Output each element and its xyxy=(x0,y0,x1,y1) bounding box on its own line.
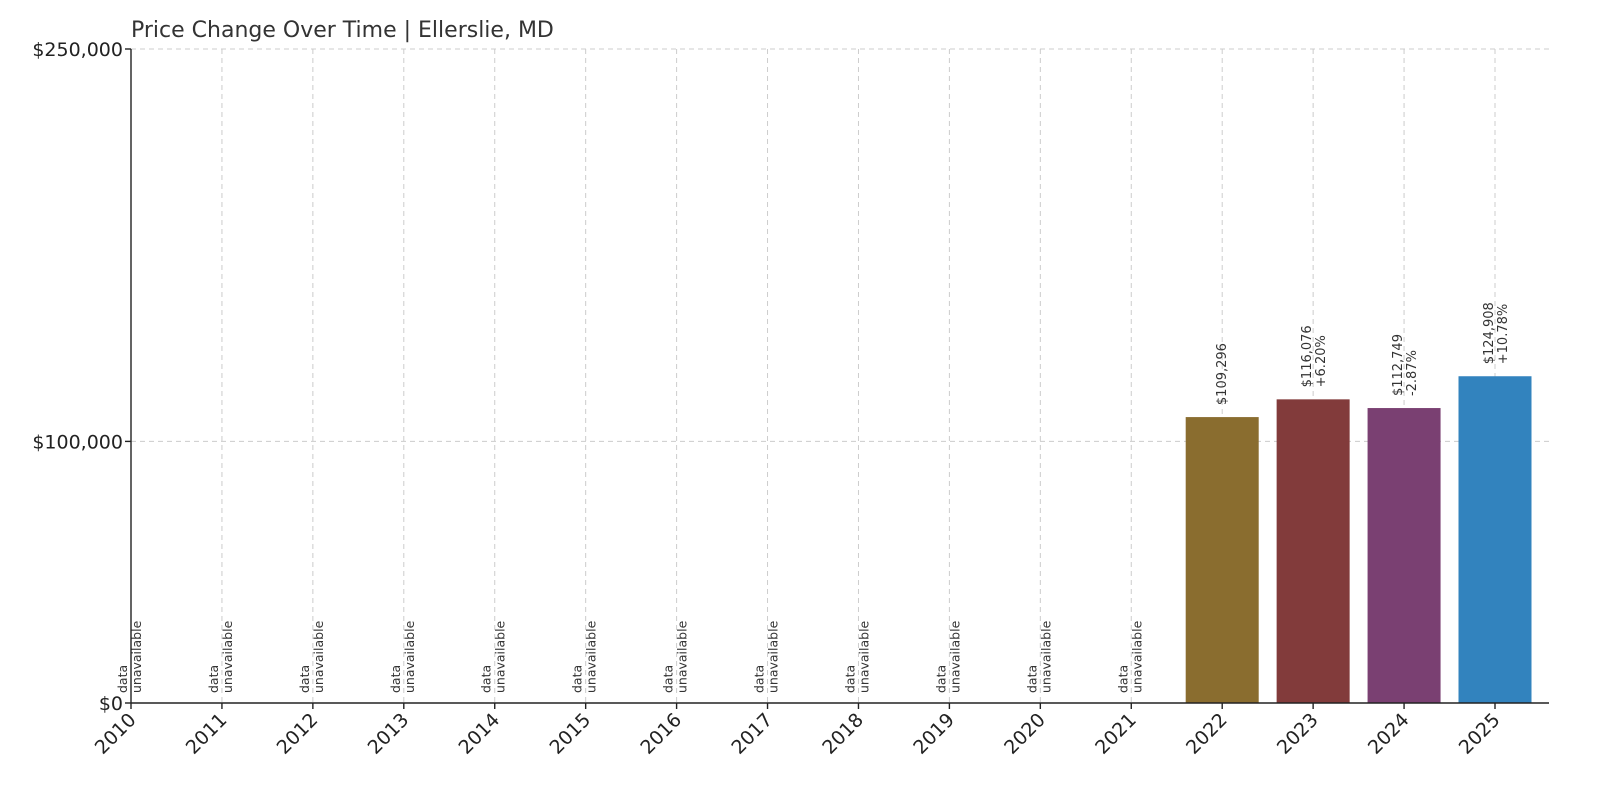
data-unavailable-label: unavailable xyxy=(766,620,781,693)
x-tick-label: 2019 xyxy=(909,709,959,759)
bar-2022 xyxy=(1185,417,1259,703)
bar-2025 xyxy=(1458,376,1532,703)
data-unavailable-label: data xyxy=(933,665,948,693)
axes xyxy=(125,48,1549,709)
data-unavailable-label: data xyxy=(661,665,676,693)
x-tick-label: 2015 xyxy=(545,709,595,759)
y-tick-label: $0 xyxy=(99,693,123,715)
y-tick-label: $100,000 xyxy=(32,431,123,453)
x-tick-label: 2025 xyxy=(1455,709,1505,759)
data-unavailable-label: data xyxy=(1115,665,1130,693)
data-unavailable-label: data xyxy=(842,665,857,693)
data-unavailable-label: data xyxy=(115,665,130,693)
bar-value-label: $116,076 xyxy=(1300,325,1315,387)
data-unavailable-label: unavailable xyxy=(220,620,235,693)
data-unavailable-label: unavailable xyxy=(1129,620,1144,693)
bar-2023 xyxy=(1276,399,1350,703)
x-tick-label: 2020 xyxy=(1000,709,1050,759)
data-unavailable-label: data xyxy=(206,665,221,693)
bar-change-label: +6.20% xyxy=(1314,335,1329,387)
data-unavailable-label: data xyxy=(479,665,494,693)
data-unavailable-label: data xyxy=(388,665,403,693)
data-unavailable-label: data xyxy=(570,665,585,693)
data-unavailable-label: data xyxy=(297,665,312,693)
x-tick-label: 2024 xyxy=(1364,709,1414,759)
bar-change-label: +10.78% xyxy=(1496,304,1511,364)
x-tick-label: 2021 xyxy=(1091,709,1141,759)
x-tick-label: 2011 xyxy=(182,709,232,759)
x-tick-label: 2023 xyxy=(1273,709,1323,759)
x-tick-label: 2012 xyxy=(273,709,323,759)
data-unavailable-label: unavailable xyxy=(584,620,599,693)
data-unavailable-label: unavailable xyxy=(1038,620,1053,693)
x-tick-label: 2013 xyxy=(364,709,414,759)
gridlines xyxy=(130,48,1549,703)
data-unavailable-label: unavailable xyxy=(856,620,871,693)
data-unavailable-label: unavailable xyxy=(402,620,417,693)
data-unavailable-label: unavailable xyxy=(947,620,962,693)
x-tick-label: 2014 xyxy=(455,709,505,759)
data-unavailable-label: data xyxy=(1024,665,1039,693)
data-unavailable-label: data xyxy=(752,665,767,693)
bars xyxy=(1185,376,1532,703)
x-tick-label: 2022 xyxy=(1182,709,1232,759)
data-unavailable-label: unavailable xyxy=(311,620,326,693)
x-tick-label: 2016 xyxy=(636,709,686,759)
x-tick-label: 2018 xyxy=(818,709,868,759)
data-unavailable-label: unavailable xyxy=(129,620,144,693)
bar-value-label: $124,908 xyxy=(1482,302,1497,364)
bar-value-label: $112,749 xyxy=(1391,334,1406,396)
data-unavailable-label: unavailable xyxy=(493,620,508,693)
data-unavailable-label: unavailable xyxy=(675,620,690,693)
bar-value-label: $109,296 xyxy=(1215,343,1230,405)
bar-change-label: -2.87% xyxy=(1405,350,1420,396)
y-tick-label: $250,000 xyxy=(32,39,123,61)
bar-labels: data unavailable data unavailable data unavai… xyxy=(115,302,1511,693)
x-tick-label: 2010 xyxy=(91,709,141,759)
chart-title: Price Change Over Time | Ellerslie, MD xyxy=(131,18,554,43)
bar-2024 xyxy=(1367,408,1441,703)
x-tick-label: 2017 xyxy=(727,709,777,759)
